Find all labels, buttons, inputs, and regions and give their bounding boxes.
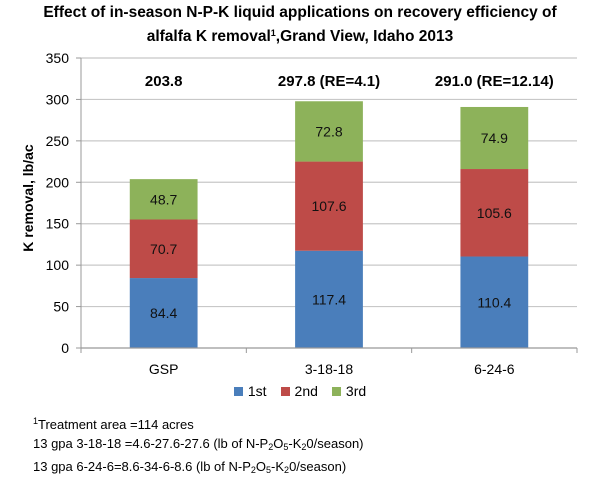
title-footnote-mark: 1	[270, 28, 276, 38]
legend-label: 3rd	[345, 383, 367, 399]
x-tick-label: 6-24-6	[474, 361, 515, 377]
y-tick-label: 50	[53, 299, 69, 315]
footnote-text: 0/season)	[306, 436, 364, 451]
data-label: 110.4	[477, 294, 511, 310]
chart-title: Effect of in-season N-P-K liquid applica…	[0, 3, 600, 47]
total-label: 297.8 (RE=4.1)	[278, 73, 380, 90]
bar-2nd-GSP	[129, 219, 198, 279]
bar-1st-GSP	[129, 278, 198, 348]
data-label: 117.4	[312, 291, 346, 307]
bar-2nd-6-24-6	[460, 169, 529, 257]
bar-1st-6-24-6	[460, 256, 529, 348]
total-label: 203.8	[145, 73, 183, 90]
chart-title-line-2: alfalfa K removal1,Grand View, Idaho 201…	[0, 23, 600, 47]
data-label: 74.9	[481, 130, 508, 146]
x-tick-label: 3-18-18	[305, 361, 353, 377]
data-label: 84.4	[150, 305, 177, 321]
data-label: 48.7	[150, 191, 177, 207]
legend-label: 1st	[247, 383, 267, 399]
bar-3rd-GSP	[129, 179, 198, 220]
title-part: alfalfa K removal	[146, 28, 271, 45]
data-label: 72.8	[315, 123, 342, 139]
subscript: 5	[266, 465, 272, 475]
legend-swatch-1st	[233, 386, 243, 396]
footnote-3-18-18: 13 gpa 3-18-18 =4.6-27.6-27.6 (lb of N-P…	[33, 434, 364, 457]
footnote-text: 13 gpa 3-18-18 =4.6-27.6-27.6 (lb of N-P	[33, 436, 269, 451]
footnote-6-24-6: 13 gpa 6-24-6=8.6-34-6-8.6 (lb of N-P2O5…	[33, 457, 364, 480]
footnote-text: -K	[288, 436, 302, 451]
y-tick-label: 300	[46, 91, 70, 107]
subscript: 2	[268, 442, 274, 452]
y-tick-label: 100	[46, 257, 70, 273]
bar-3rd-3-18-18	[295, 101, 363, 162]
legend: 1st 2nd 3rd	[0, 383, 600, 399]
bar-2nd-3-18-18	[295, 161, 363, 251]
subscript: 2	[301, 442, 307, 452]
y-tick-label: 250	[46, 133, 70, 149]
data-label: 107.6	[311, 198, 346, 214]
footnote-text: 13 gpa 6-24-6=8.6-34-6-8.6 (lb of N-P	[33, 459, 251, 474]
legend-swatch-2nd	[280, 386, 290, 396]
footnote-text: -K	[271, 459, 285, 474]
x-tick-label: GSP	[149, 361, 179, 377]
legend-label: 2nd	[294, 383, 318, 399]
data-label: 70.7	[150, 241, 177, 257]
footnote-mark: 1	[33, 416, 39, 426]
chart-title-line-1: Effect of in-season N-P-K liquid applica…	[43, 4, 557, 21]
y-tick-label: 200	[46, 174, 70, 190]
y-tick-label: 0	[61, 340, 69, 356]
subscript: 2	[250, 465, 256, 475]
footnote-text: O	[273, 436, 284, 451]
footnotes: 1Treatment area =114 acres 13 gpa 3-18-1…	[33, 412, 364, 480]
title-part: ,Grand View, Idaho 2013	[275, 28, 454, 45]
footnote-text: O	[255, 459, 267, 474]
total-label: 291.0 (RE=12.14)	[435, 73, 554, 90]
footnote-treatment-area: 1Treatment area =114 acres	[33, 412, 364, 434]
y-tick-label: 350	[46, 50, 70, 66]
legend-item-3rd: 3rd	[331, 383, 367, 399]
footnote-text: 0/season)	[289, 459, 347, 474]
legend-item-1st: 1st	[233, 383, 267, 399]
bar-3rd-6-24-6	[460, 106, 529, 170]
data-label: 105.6	[477, 205, 512, 221]
subscript: 5	[283, 442, 289, 452]
subscript: 2	[284, 465, 290, 475]
legend-swatch-3rd	[331, 386, 341, 396]
bar-1st-3-18-18	[295, 250, 363, 348]
footnote-text: Treatment area =114 acres	[38, 417, 194, 432]
y-tick-label: 150	[46, 216, 70, 232]
legend-item-2nd: 2nd	[280, 383, 318, 399]
